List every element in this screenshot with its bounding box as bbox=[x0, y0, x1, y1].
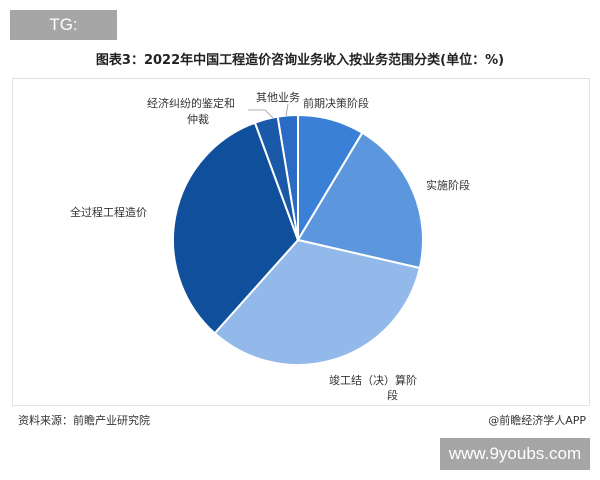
slice-label-3: 全过程工程造价 bbox=[70, 205, 147, 219]
watermark-top: TG: MYYJJPP bbox=[10, 10, 117, 64]
leader-line bbox=[248, 109, 274, 119]
leader-line bbox=[285, 103, 289, 117]
slice-label-5: 其他业务 bbox=[256, 91, 300, 104]
chart-title: 图表3：2022年中国工程造价咨询业务收入按业务范围分类(单位：%) bbox=[95, 53, 505, 68]
slice-label-1: 实施阶段 bbox=[426, 178, 470, 192]
pie-slice-3 bbox=[172, 121, 300, 335]
slice-label-2: 竣工结（决）算阶段 bbox=[329, 373, 417, 402]
slice-label-0: 前期决策阶段 bbox=[303, 96, 369, 110]
credit-note: @前瞻经济学人APP bbox=[488, 414, 586, 427]
pie-slice-1 bbox=[296, 131, 424, 270]
pie-slice-5 bbox=[276, 113, 299, 241]
watermark-bottom: www.9youbs.com bbox=[440, 438, 590, 470]
slice-label-4: 经济纠纷的鉴定和仲裁 bbox=[147, 96, 235, 126]
pie-slice-2 bbox=[213, 238, 422, 366]
source-note: 资料来源：前瞻产业研究院 bbox=[18, 414, 150, 427]
chart-frame bbox=[12, 78, 590, 406]
